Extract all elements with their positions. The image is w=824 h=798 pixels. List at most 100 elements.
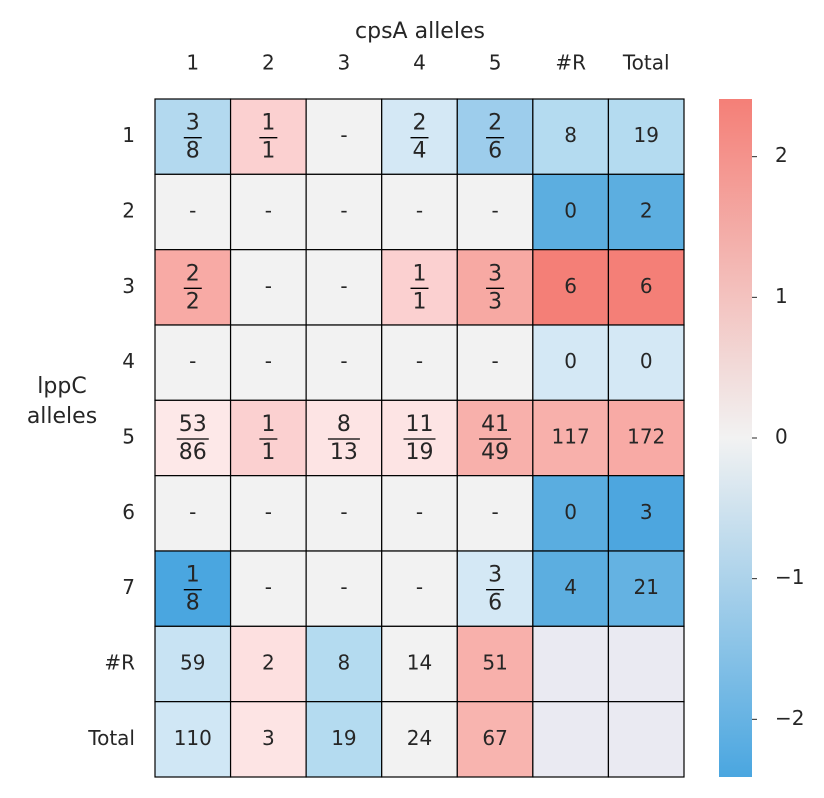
numerator: 2 xyxy=(413,111,427,136)
cell xyxy=(456,173,534,251)
cell-value: - xyxy=(340,274,347,298)
cell-value: - xyxy=(340,500,347,524)
numerator: 11 xyxy=(406,412,434,437)
cell xyxy=(607,625,685,703)
cell-value: 14 xyxy=(407,651,432,675)
numerator: 3 xyxy=(488,261,502,286)
cell-value: 117 xyxy=(552,425,590,449)
cell-value: - xyxy=(340,575,347,599)
cell-value: - xyxy=(416,575,423,599)
numerator: 8 xyxy=(337,412,351,437)
column-label: 3 xyxy=(338,51,351,75)
chart-title: cpsA alleles xyxy=(355,19,485,44)
cell-value: 110 xyxy=(174,726,212,750)
cell-value: 3 xyxy=(262,726,275,750)
cell xyxy=(607,249,685,326)
numerator: 53 xyxy=(179,412,207,437)
cell xyxy=(154,324,232,401)
column-label: Total xyxy=(622,51,670,75)
cell-value: - xyxy=(340,349,347,373)
denominator: 2 xyxy=(186,289,200,314)
y-axis-label: lppC alleles xyxy=(26,374,98,429)
cell-value: - xyxy=(491,349,498,373)
cell-value: 3 xyxy=(640,500,653,524)
column-label: 5 xyxy=(489,51,502,75)
cell xyxy=(381,249,458,326)
colorbar xyxy=(719,99,752,777)
numerator: 1 xyxy=(261,111,275,136)
cell-value: 2 xyxy=(262,651,275,675)
cell xyxy=(305,701,383,778)
numerator: 1 xyxy=(186,563,200,588)
cell-value: 0 xyxy=(564,199,577,223)
row-label: Total xyxy=(87,726,135,750)
numerator: 3 xyxy=(186,111,200,136)
cell xyxy=(381,173,458,251)
cell xyxy=(229,324,307,401)
cell xyxy=(305,399,383,477)
row-label: 1 xyxy=(122,123,135,147)
numerator: 41 xyxy=(481,412,509,437)
cell-value: - xyxy=(189,199,196,223)
denominator: 1 xyxy=(261,139,275,164)
cell xyxy=(229,249,307,326)
cell-value: - xyxy=(265,575,272,599)
numerator: 2 xyxy=(488,111,502,136)
cell xyxy=(305,625,383,703)
cell xyxy=(154,625,232,703)
cell xyxy=(305,98,383,175)
cell xyxy=(381,625,458,703)
denominator: 86 xyxy=(179,440,207,465)
cell-value: 21 xyxy=(633,575,658,599)
cell xyxy=(305,249,383,326)
row-label: 6 xyxy=(122,500,135,524)
cell-value: 24 xyxy=(407,726,432,750)
cell-value: - xyxy=(265,274,272,298)
cell xyxy=(532,249,610,326)
cell-value: 8 xyxy=(564,123,577,147)
cell xyxy=(229,550,307,627)
cell xyxy=(532,475,610,552)
cell xyxy=(607,98,685,175)
cell xyxy=(532,98,610,175)
cell-value: - xyxy=(265,349,272,373)
numerator: 1 xyxy=(261,412,275,437)
row-label: 4 xyxy=(122,349,135,373)
denominator: 13 xyxy=(330,440,358,465)
cell xyxy=(154,98,232,175)
column-label: 2 xyxy=(262,51,275,75)
cell-value: - xyxy=(416,500,423,524)
denominator: 49 xyxy=(481,440,509,465)
row-label: #R xyxy=(104,651,135,675)
cell-value: 6 xyxy=(564,274,577,298)
cell-value: - xyxy=(265,199,272,223)
cell xyxy=(381,98,458,175)
denominator: 3 xyxy=(488,289,502,314)
cell-value: 59 xyxy=(180,651,205,675)
cell xyxy=(229,173,307,251)
column-label: 1 xyxy=(186,51,199,75)
cell-value: 6 xyxy=(640,274,653,298)
cell xyxy=(456,399,534,477)
cell xyxy=(532,550,610,627)
cell xyxy=(154,701,232,778)
cell xyxy=(305,173,383,251)
cell xyxy=(229,98,307,175)
cell-value: 51 xyxy=(482,651,507,675)
cell xyxy=(456,701,534,778)
cell-value: 0 xyxy=(640,349,653,373)
cell-value: - xyxy=(416,349,423,373)
colorbar-tick-label: −1 xyxy=(775,565,804,589)
cell-value: - xyxy=(265,500,272,524)
cell xyxy=(456,475,534,552)
denominator: 19 xyxy=(406,440,434,465)
row-label: 2 xyxy=(122,199,135,223)
cell xyxy=(532,625,610,703)
denominator: 6 xyxy=(488,139,502,164)
denominator: 1 xyxy=(413,289,427,314)
cell-value: 2 xyxy=(640,199,653,223)
cell-value: - xyxy=(491,199,498,223)
cell xyxy=(305,550,383,627)
denominator: 8 xyxy=(186,591,200,616)
